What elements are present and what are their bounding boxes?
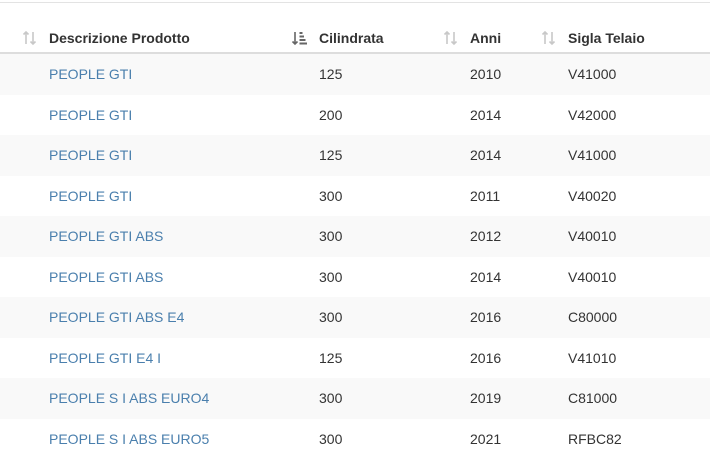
product-link[interactable]: PEOPLE S I ABS EURO5 [49,430,210,447]
table-row: PEOPLE S I ABS EURO4 300 2019 C81000 [0,378,710,419]
anni-cell: 2019 [470,390,502,406]
anni-cell: 2014 [470,268,502,285]
table-row: PEOPLE GTI ABS 300 2014 V40010 [0,257,710,298]
table-row: PEOPLE GTI 125 2010 V41000 [0,54,710,95]
product-link[interactable]: PEOPLE GTI [49,106,133,123]
sort-ascending-icon[interactable] [291,29,307,47]
cilindrata-cell: 300 [319,390,343,406]
column-header-anni[interactable]: Anni [470,30,502,46]
anni-cell: 2016 [470,349,502,366]
cilindrata-cell: 300 [319,430,343,447]
product-link[interactable]: PEOPLE GTI ABS [49,268,164,285]
sigla-telaio-cell: C81000 [568,390,618,406]
sigla-telaio-cell: RFBC82 [568,430,622,447]
anni-cell: 2021 [470,430,502,447]
table-row: PEOPLE GTI 125 2014 V41000 [0,135,710,176]
products-table: Descrizione Prodotto Cilindrata Anni Sig… [0,20,710,459]
anni-cell: 2016 [470,309,502,325]
column-header-sigla-telaio[interactable]: Sigla Telaio [568,30,645,46]
anni-cell: 2011 [470,187,501,204]
table-row: PEOPLE GTI ABS E4 300 2016 C80000 [0,297,710,338]
product-link[interactable]: PEOPLE GTI [49,66,133,82]
product-link[interactable]: PEOPLE S I ABS EURO4 [49,390,210,406]
cilindrata-cell: 300 [319,187,343,204]
sort-neutral-icon[interactable] [541,29,557,47]
sigla-telaio-cell: V40010 [568,268,617,285]
product-link[interactable]: PEOPLE GTI E4 I [49,349,162,366]
sigla-telaio-cell: V42000 [568,106,617,123]
column-header-descrizione[interactable]: Descrizione Prodotto [49,30,190,46]
column-header-cilindrata[interactable]: Cilindrata [319,30,384,46]
anni-cell: 2014 [470,106,502,123]
cilindrata-cell: 300 [319,309,343,325]
cilindrata-cell: 200 [319,106,343,123]
product-link[interactable]: PEOPLE GTI ABS [49,228,164,244]
table-row: PEOPLE S I ABS EURO5 300 2021 RFBC82 [0,419,710,460]
cilindrata-cell: 125 [319,66,343,82]
cilindrata-cell: 125 [319,147,343,163]
top-divider [0,2,710,3]
table-row: PEOPLE GTI ABS 300 2012 V40010 [0,216,710,257]
sigla-telaio-cell: V40020 [568,187,617,204]
sigla-telaio-cell: V41010 [568,349,617,366]
anni-cell: 2014 [470,147,502,163]
cilindrata-cell: 300 [319,268,343,285]
sigla-telaio-cell: C80000 [568,309,618,325]
sort-neutral-icon[interactable] [443,29,459,47]
sigla-telaio-cell: V41000 [568,66,617,82]
sigla-telaio-cell: V40010 [568,228,617,244]
cilindrata-cell: 300 [319,228,343,244]
table-row: PEOPLE GTI 200 2014 V42000 [0,95,710,136]
table-header: Descrizione Prodotto Cilindrata Anni Sig… [0,20,710,54]
product-link[interactable]: PEOPLE GTI ABS E4 [49,309,185,325]
anni-cell: 2012 [470,228,502,244]
sigla-telaio-cell: V41000 [568,147,617,163]
product-link[interactable]: PEOPLE GTI [49,187,133,204]
table-row: PEOPLE GTI E4 I 125 2016 V41010 [0,338,710,379]
cilindrata-cell: 125 [319,349,343,366]
table-row: PEOPLE GTI 300 2011 V40020 [0,176,710,217]
anni-cell: 2010 [470,66,502,82]
product-link[interactable]: PEOPLE GTI [49,147,133,163]
sort-neutral-icon[interactable] [22,29,38,47]
